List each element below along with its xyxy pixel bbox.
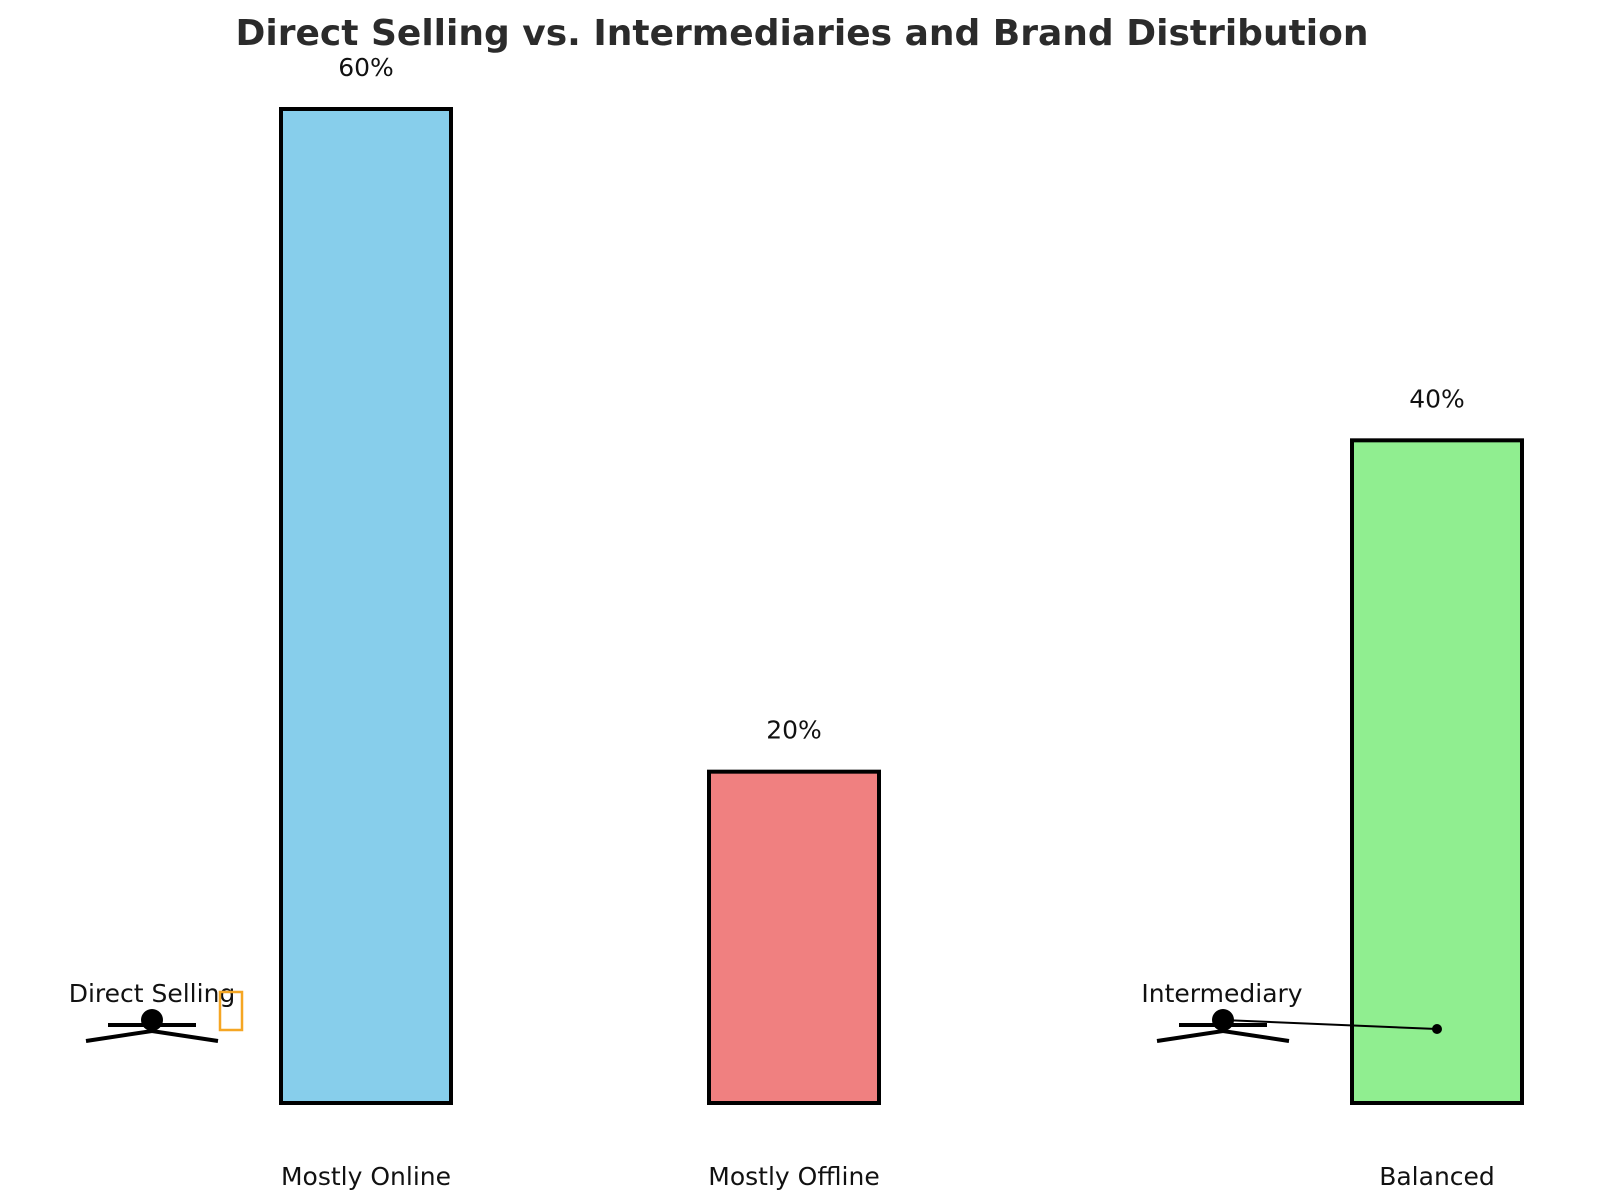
value-label-balanced: 40% xyxy=(1409,384,1465,413)
bars-group xyxy=(279,107,1524,1106)
intermediary-label: Intermediary xyxy=(1141,979,1302,1008)
bar-mostly-online xyxy=(279,107,453,1105)
intermediary-annotation: Intermediary xyxy=(1141,979,1442,1043)
category-label-mostly-online: Mostly Online xyxy=(281,1162,451,1191)
category-labels-group: Mostly Online Mostly Offline Balanced xyxy=(281,1162,1495,1191)
chart-title: Direct Selling vs. Intermediaries and Br… xyxy=(236,13,1369,54)
missing-glyph-box-icon xyxy=(218,990,244,1032)
bar-balanced xyxy=(1350,438,1524,1106)
category-label-balanced: Balanced xyxy=(1379,1162,1495,1191)
intermediary-connector-line xyxy=(1222,1019,1438,1030)
person-scale-icon xyxy=(1156,1009,1290,1043)
value-label-mostly-offline: 20% xyxy=(766,716,822,745)
value-label-mostly-online: 60% xyxy=(338,53,394,82)
intermediary-connector-dot xyxy=(1432,1024,1442,1034)
person-scale-icon xyxy=(85,1009,219,1043)
value-labels-group: 60% 20% 40% xyxy=(338,53,1465,745)
direct-selling-annotation: Direct Selling xyxy=(69,979,244,1043)
bar-mostly-offline xyxy=(707,769,881,1106)
direct-selling-label: Direct Selling xyxy=(69,979,236,1008)
category-label-mostly-offline: Mostly Offline xyxy=(708,1162,879,1191)
